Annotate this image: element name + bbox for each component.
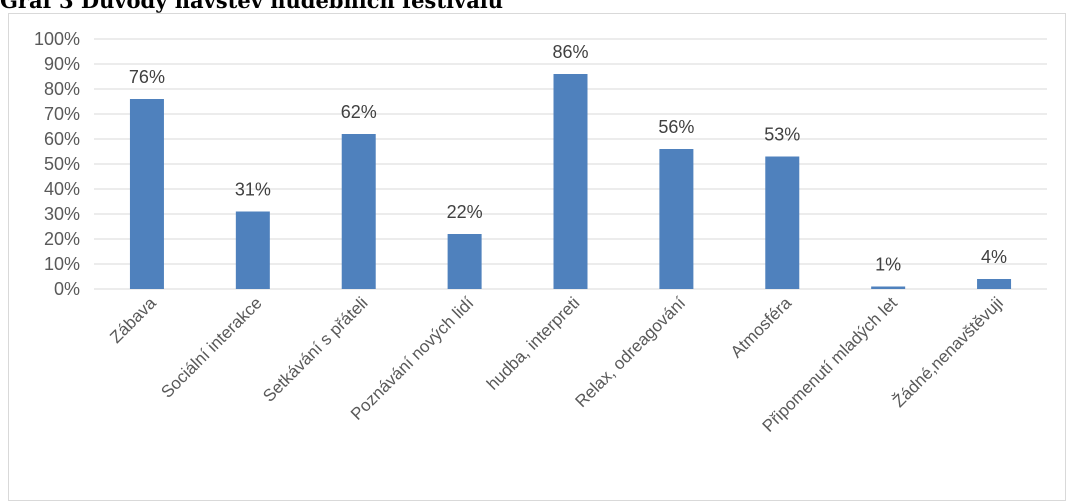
data-label: 56% (658, 117, 694, 137)
bar (129, 99, 164, 289)
x-category-label: Žádné,nenavštěvuji (889, 293, 1007, 411)
bar (765, 156, 800, 289)
y-tick-label: 80% (44, 79, 80, 99)
y-tick-label: 40% (44, 179, 80, 199)
data-label: 62% (341, 102, 377, 122)
bar (447, 234, 482, 289)
y-tick-label: 30% (44, 204, 80, 224)
data-label: 86% (552, 42, 588, 62)
y-tick-label: 50% (44, 154, 80, 174)
data-label: 22% (447, 202, 483, 222)
y-tick-label: 100% (34, 29, 80, 49)
y-axis-ticks: 0% 10% 20% 30% 40% 50% 60% 70% 80% 90% 100% (34, 29, 80, 299)
x-category-label: Relax, odreagování (572, 293, 690, 411)
y-tick-label: 90% (44, 54, 80, 74)
y-tick-label: 20% (44, 229, 80, 249)
bar (553, 74, 588, 289)
chart-frame (8, 13, 1066, 501)
bars (129, 74, 1012, 289)
x-category-label: Atmosféra (727, 293, 796, 362)
bar (341, 134, 376, 289)
bar (977, 279, 1012, 289)
y-tick-label: 70% (44, 104, 80, 124)
data-label: 31% (235, 180, 271, 200)
y-tick-label: 0% (54, 279, 80, 299)
data-labels: 76% 31% 62% 22% 86% 56% 53% 1% 4% (129, 42, 1007, 275)
y-tick-label: 60% (44, 129, 80, 149)
x-category-label: Zábava (106, 293, 160, 347)
x-category-label: Sociální interakce (157, 293, 265, 401)
data-label: 4% (981, 247, 1007, 267)
x-category-label: hudba, interpreti (483, 293, 583, 393)
bar (659, 149, 694, 289)
x-category-label: Poznávání nových lidí (347, 293, 478, 424)
bar (235, 211, 270, 289)
data-label: 1% (875, 255, 901, 275)
chart-title: Graf 3 Důvody návštěv hudebních festival… (0, 0, 504, 13)
bar (871, 286, 906, 289)
data-label: 53% (764, 125, 800, 145)
y-tick-label: 10% (44, 254, 80, 274)
data-label: 76% (129, 67, 165, 87)
x-category-label: Setkávání s přáteli (259, 293, 371, 405)
